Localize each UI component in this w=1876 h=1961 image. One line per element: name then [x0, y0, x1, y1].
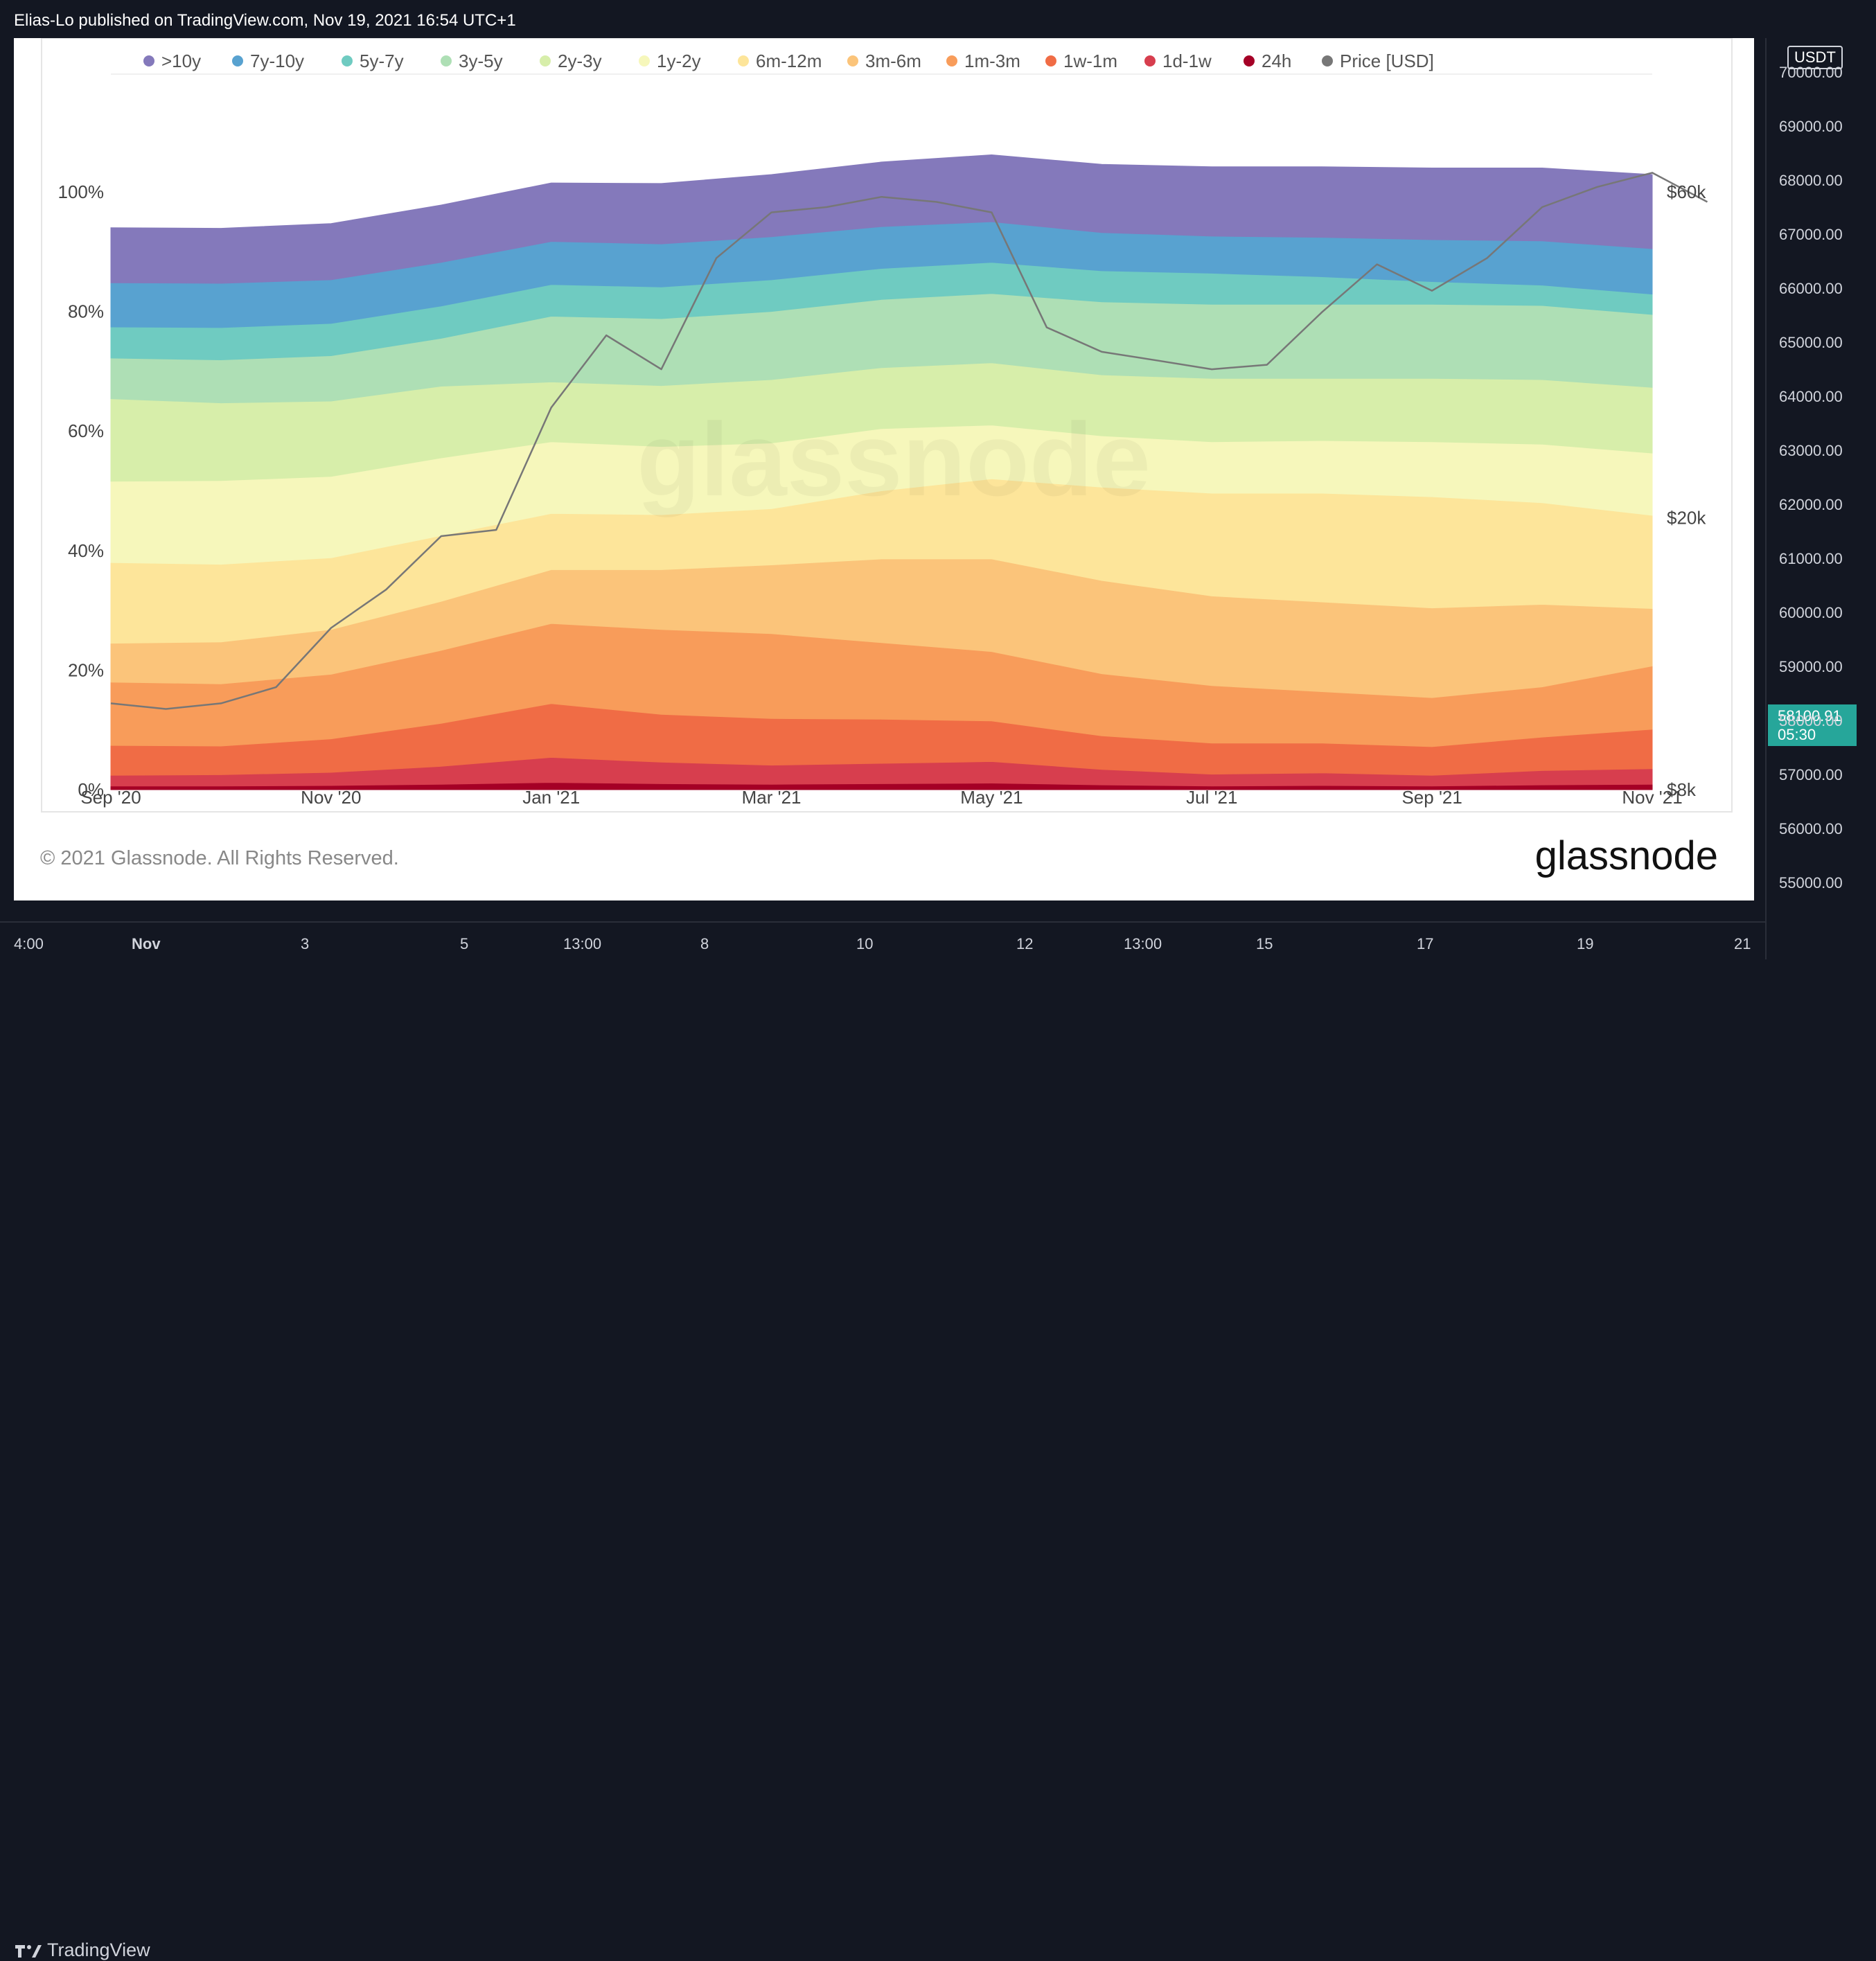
- time-scale-tick: 3: [301, 935, 310, 952]
- legend-label: 2y-3y: [558, 51, 602, 71]
- legend-label: 1w-1m: [1063, 51, 1117, 71]
- legend: >10y 7y-10y 5y-7y 3y-5y 2y-3y 1y-2y 6m-12m 3m-6…: [111, 51, 1652, 75]
- y-tick-label: 40%: [68, 540, 104, 561]
- legend-swatch: [738, 55, 749, 66]
- legend-label: 7y-10y: [250, 51, 304, 71]
- time-scale-tick: 8: [700, 935, 709, 952]
- tradingview-label: TradingView: [47, 1940, 150, 1960]
- x-tick-label: May '21: [960, 787, 1023, 808]
- x-tick-label: Sep '21: [1401, 787, 1462, 808]
- price-scale-tick: 58000.00: [1779, 712, 1843, 729]
- y-tick-label: 100%: [58, 181, 105, 202]
- time-scale-tick: 15: [1256, 935, 1273, 952]
- legend-label: 6m-12m: [756, 51, 822, 71]
- price-scale-tick: 65000.00: [1779, 334, 1843, 351]
- price-scale-tick: 68000.00: [1779, 172, 1843, 189]
- legend-label: 24h: [1262, 51, 1291, 71]
- price-scale-tick: 55000.00: [1779, 874, 1843, 891]
- price-line: [110, 172, 1708, 710]
- legend-label: 1y-2y: [657, 51, 701, 71]
- y-axis-right: $8k $20k $60k: [1667, 181, 1706, 800]
- x-tick-label: Jan '21: [522, 787, 580, 808]
- legend-label: 1d-1w: [1162, 51, 1212, 71]
- legend-swatch: [1322, 55, 1333, 66]
- bar-countdown: 05:30: [1778, 726, 1816, 743]
- price-scale-tick: 62000.00: [1779, 496, 1843, 513]
- time-scale[interactable]: 4:00 Nov 3 5 13:00 8 10 12 13:00 15 17 19 21: [0, 921, 1765, 964]
- legend-swatch: [441, 55, 452, 66]
- last-price: 58100.91: [1778, 707, 1841, 725]
- price-tick-label: $20k: [1667, 508, 1706, 529]
- time-scale-tick: 12: [1016, 935, 1034, 952]
- price-scale-tick: 61000.00: [1779, 550, 1843, 567]
- time-scale-tick: 13:00: [563, 935, 602, 952]
- x-tick-label: Mar '21: [742, 787, 802, 808]
- legend-swatch: [342, 55, 353, 66]
- tradingview-logo[interactable]: TradingView: [14, 1940, 150, 1961]
- y-axis-left: 0% 20% 40% 60% 80% 100%: [58, 181, 105, 800]
- legend-swatch: [639, 55, 650, 66]
- legend-label: 3y-5y: [459, 51, 503, 71]
- legend-swatch: [847, 55, 858, 66]
- price-scale-tick: 60000.00: [1779, 604, 1843, 621]
- tradingview-icon: [15, 1944, 42, 1958]
- price-scale-tick: 66000.00: [1779, 280, 1843, 297]
- time-scale-tick: 5: [460, 935, 469, 952]
- legend-swatch: [232, 55, 243, 66]
- last-price-badge: 58100.91 05:30: [1768, 704, 1857, 746]
- legend-label: >10y: [161, 51, 201, 71]
- price-scale-tick: 69000.00: [1779, 118, 1843, 135]
- x-tick-label: Jul '21: [1186, 787, 1237, 808]
- time-scale-tick: 21: [1734, 935, 1751, 952]
- price-tick-label: $60k: [1667, 181, 1706, 202]
- time-scale-tick: 17: [1417, 935, 1434, 952]
- published-info: Elias-Lo published on TradingView.com, N…: [14, 11, 516, 30]
- legend-swatch: [1045, 55, 1056, 66]
- legend-label: Price [USD]: [1340, 51, 1434, 71]
- price-tick-label: $8k: [1667, 779, 1697, 800]
- chart-canvas[interactable]: >10y 7y-10y 5y-7y 3y-5y 2y-3y 1y-2y 6m-12m 3m-6…: [14, 37, 1754, 900]
- time-scale-tick: 10: [856, 935, 874, 952]
- legend-swatch: [1144, 55, 1156, 66]
- stacked-layers: [110, 154, 1653, 790]
- watermark: glassnode: [637, 401, 1151, 517]
- price-scale-tick: 57000.00: [1779, 766, 1843, 783]
- published-bar: Elias-Lo published on TradingView.com, N…: [0, 0, 1876, 42]
- price-series-line: [110, 172, 1708, 710]
- legend-label: 1m-3m: [964, 51, 1020, 71]
- legend-label: 3m-6m: [865, 51, 921, 71]
- legend-swatch: [143, 55, 154, 66]
- price-scale-tick: 56000.00: [1779, 820, 1843, 837]
- time-scale-tick: 4:00: [14, 935, 44, 952]
- y-tick-label: 0%: [78, 779, 104, 800]
- price-scale-tick: 67000.00: [1779, 226, 1843, 243]
- glassnode-logo: glassnode: [1535, 833, 1718, 878]
- price-scale[interactable]: [1765, 38, 1876, 959]
- price-scale-tick: 63000.00: [1779, 442, 1843, 459]
- currency-label[interactable]: USDT: [1787, 46, 1843, 69]
- copyright: © 2021 Glassnode. All Rights Reserved.: [40, 847, 399, 869]
- legend-swatch: [946, 55, 957, 66]
- y-tick-label: 80%: [68, 301, 104, 322]
- price-scale-tick: 59000.00: [1779, 658, 1843, 675]
- x-tick-label: Nov '21: [1622, 787, 1682, 808]
- legend-label: 5y-7y: [360, 51, 404, 71]
- glassnode-chart: >10y 7y-10y 5y-7y 3y-5y 2y-3y 1y-2y 6m-12m 3m-6…: [40, 37, 1733, 878]
- time-scale-tick: 19: [1577, 935, 1594, 952]
- y-tick-label: 20%: [68, 659, 104, 680]
- legend-swatch: [540, 55, 551, 66]
- footer: TradingView: [0, 964, 1876, 1960]
- price-scale-tick: 64000.00: [1779, 388, 1843, 405]
- time-scale-tick: Nov: [132, 935, 161, 952]
- area-10y: [110, 154, 1653, 284]
- x-axis: Sep '20 Nov '20 Jan '21 Mar '21 May '21 Jul '…: [80, 787, 1682, 808]
- x-tick-label: Nov '20: [301, 787, 361, 808]
- y-tick-label: 60%: [68, 420, 104, 441]
- legend-swatch: [1244, 55, 1255, 66]
- time-scale-tick: 13:00: [1124, 935, 1162, 952]
- price-scale-tick: 70000.00: [1779, 64, 1843, 81]
- x-tick-label: Sep '20: [80, 787, 141, 808]
